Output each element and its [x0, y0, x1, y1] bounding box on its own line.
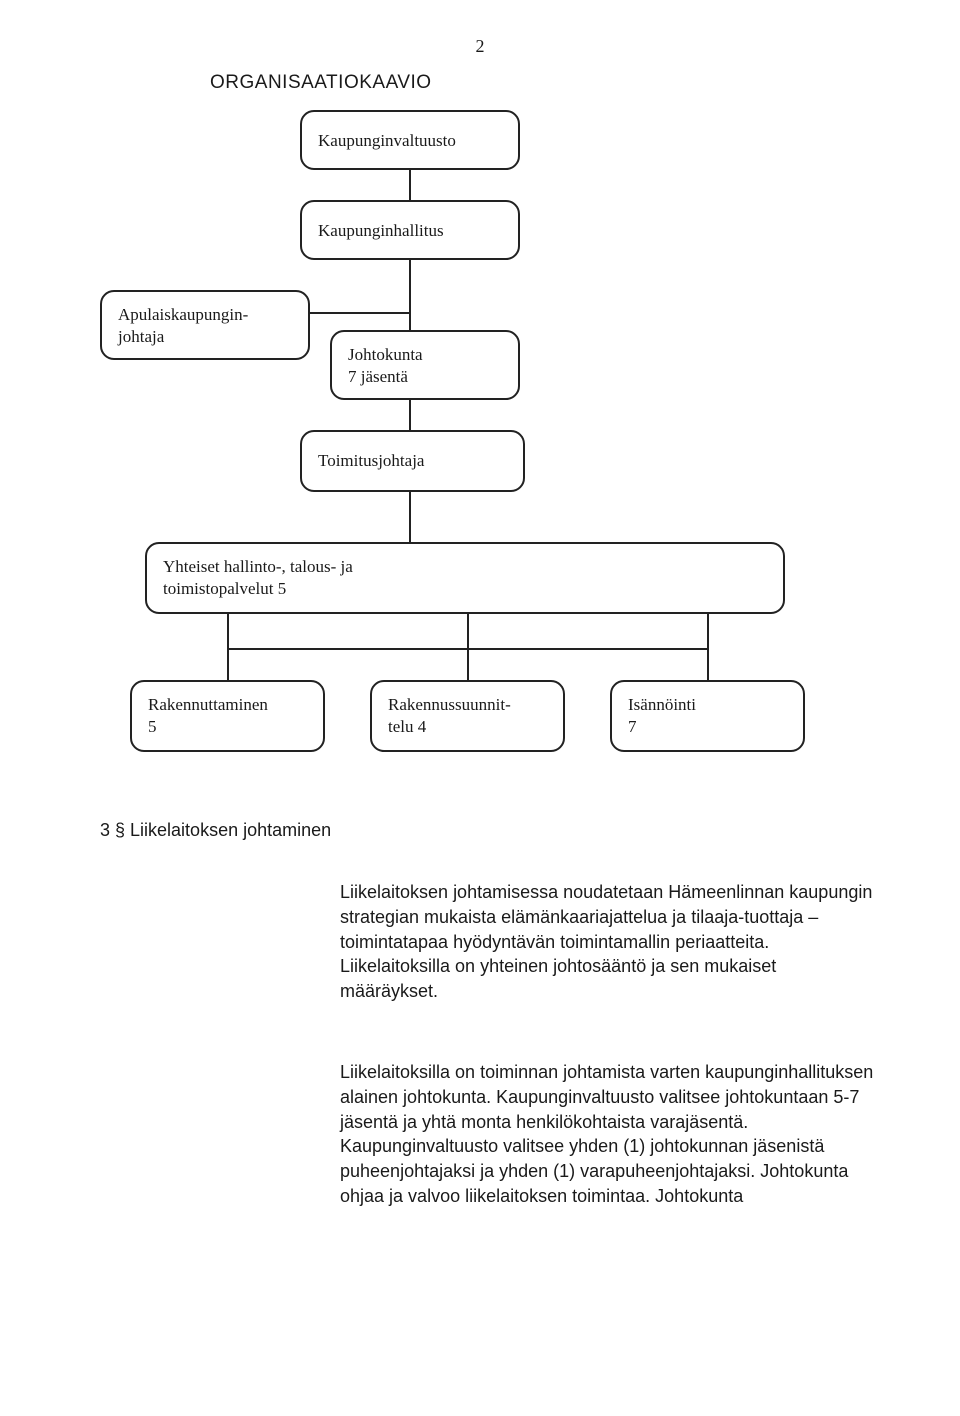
connector: [409, 170, 411, 200]
connector: [227, 648, 229, 680]
org-node-toimitusjohtaja: Toimitusjohtaja: [300, 430, 525, 492]
connector: [467, 614, 469, 648]
org-node-kaupunginvaltuusto: Kaupunginvaltuusto: [300, 110, 520, 170]
org-node-isannointi: Isännöinti 7: [610, 680, 805, 752]
connector: [310, 312, 410, 314]
org-node-apulaiskaupunginjohtaja: Apulaiskaupungin- johtaja: [100, 290, 310, 360]
org-node-johtokunta: Johtokunta 7 jäsentä: [330, 330, 520, 400]
org-node-rakennussuunnittelu: Rakennussuunnit- telu 4: [370, 680, 565, 752]
connector: [227, 614, 229, 648]
paragraph: Liikelaitoksen johtamisessa noudatetaan …: [340, 880, 875, 1004]
connector: [707, 614, 709, 648]
page-number: 2: [476, 36, 485, 57]
page: 2 ORGANISAATIOKAAVIO Kaupunginvaltuusto …: [0, 0, 960, 1416]
connector: [467, 648, 469, 680]
connector: [409, 492, 411, 542]
org-node-rakennuttaminen: Rakennuttaminen 5: [130, 680, 325, 752]
org-node-kaupunginhallitus: Kaupunginhallitus: [300, 200, 520, 260]
connector: [409, 400, 411, 430]
connector: [707, 648, 709, 680]
section-heading: 3 § Liikelaitoksen johtaminen: [100, 820, 331, 841]
paragraph: Liikelaitoksilla on toiminnan johtamista…: [340, 1060, 875, 1209]
page-title: ORGANISAATIOKAAVIO: [210, 72, 432, 94]
org-node-yhteiset-palvelut: Yhteiset hallinto-, talous- ja toimistop…: [145, 542, 785, 614]
connector: [409, 260, 411, 330]
